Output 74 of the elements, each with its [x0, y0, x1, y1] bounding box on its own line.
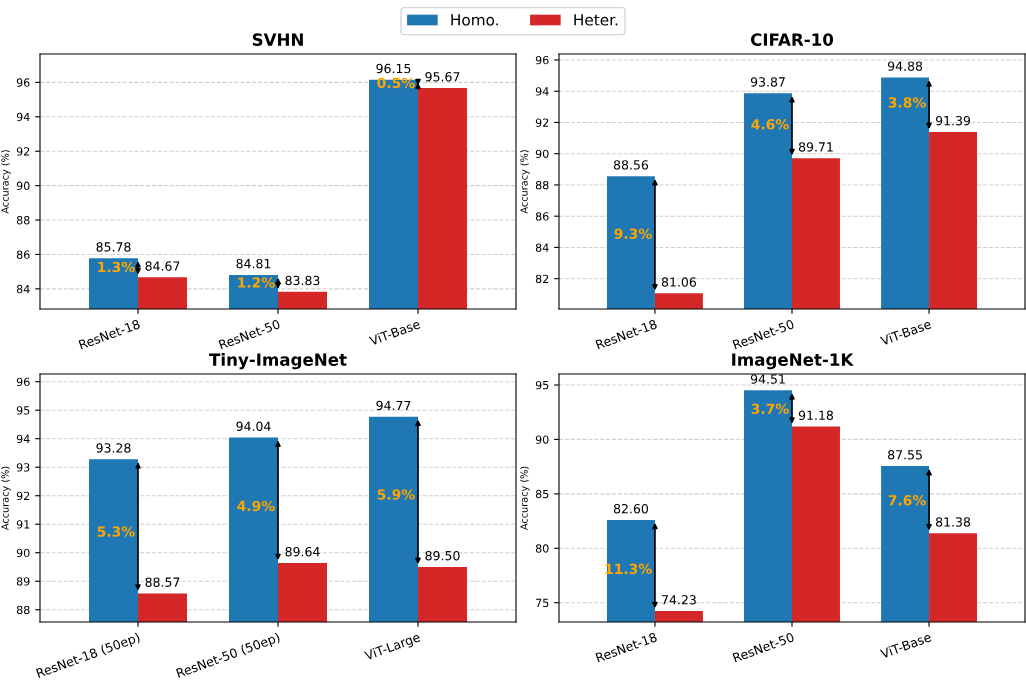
- y-tick-label: 84: [535, 243, 549, 252]
- y-tick-label: 90: [535, 149, 549, 159]
- data-label: 88.57: [145, 577, 180, 587]
- data-label: 94.88: [887, 61, 923, 71]
- data-label: 93.87: [750, 77, 785, 87]
- data-label: 93.28: [96, 443, 131, 453]
- data-label: 82.60: [613, 503, 649, 514]
- y-tick-label: 86: [535, 212, 549, 221]
- data-label: 89.71: [798, 142, 833, 152]
- data-label: 89.64: [285, 546, 320, 557]
- annotation: 1.3%: [98, 261, 135, 273]
- annotation: 4.9%: [237, 500, 275, 512]
- chart-title: Tiny-ImageNet: [209, 353, 347, 370]
- data-label: 94.51: [750, 374, 785, 384]
- data-label: 95.67: [425, 72, 460, 82]
- y-tick-label: 91: [16, 520, 30, 529]
- data-label: 89.50: [425, 550, 460, 561]
- annotation: 3.8%: [888, 97, 926, 108]
- annotation: 3.7%: [751, 403, 789, 415]
- data-label: 74.23: [662, 595, 696, 605]
- y-tick-label: 88: [535, 180, 549, 190]
- data-label: 91.18: [798, 410, 834, 420]
- y-axis-title: Accuracy (%): [520, 466, 530, 531]
- data-label: 91.39: [935, 115, 971, 126]
- y-tick-label: 85: [535, 489, 549, 499]
- annotation: 7.6%: [888, 495, 926, 506]
- y-axis-title: Accuracy (%): [1, 150, 11, 214]
- legend-label: Homo.: [451, 14, 498, 26]
- y-tick-label: 96: [16, 377, 30, 387]
- y-tick-label: 92: [535, 118, 549, 127]
- y-tick-label: 92: [16, 491, 30, 501]
- annotation: 0.5%: [377, 77, 415, 89]
- data-label: 83.83: [285, 275, 320, 286]
- data-label: 84.67: [145, 261, 180, 271]
- y-tick-label: 96: [535, 55, 549, 65]
- y-tick-label: 89: [16, 577, 30, 586]
- y-tick-label: 84: [16, 284, 30, 294]
- y-tick-label: 86: [16, 250, 30, 259]
- annotation: 1.2%: [238, 277, 275, 288]
- annotation: 4.6%: [751, 119, 789, 130]
- chart-title: SVHN: [252, 33, 303, 46]
- chart-title: ImageNet-1K: [732, 353, 854, 370]
- data-label: 84.81: [236, 258, 271, 269]
- annotation: 5.3%: [97, 526, 135, 537]
- y-tick-label: 80: [535, 544, 549, 553]
- y-tick-label: 88: [16, 216, 30, 225]
- data-label: 81.06: [661, 277, 697, 287]
- y-axis-title: Accuracy (%): [1, 466, 11, 531]
- y-tick-label: 88: [16, 605, 30, 615]
- annotation: 5.9%: [377, 489, 415, 500]
- y-tick-label: 94: [16, 434, 30, 444]
- y-axis-title: Accuracy (%): [520, 150, 530, 214]
- legend-label: Heter.: [574, 14, 618, 26]
- y-tick-label: 93: [16, 463, 30, 472]
- y-tick-label: 82: [535, 274, 549, 284]
- y-tick-label: 90: [16, 181, 30, 191]
- y-tick-label: 94: [16, 112, 30, 122]
- data-label: 88.56: [613, 160, 649, 170]
- data-label: 96.15: [376, 63, 411, 74]
- data-label: 85.78: [96, 242, 131, 252]
- data-label: 81.38: [936, 517, 971, 527]
- data-label: 94.04: [236, 421, 271, 431]
- annotation: 9.3%: [614, 228, 652, 239]
- y-tick-label: 90: [535, 435, 549, 444]
- y-tick-label: 92: [16, 147, 30, 156]
- y-tick-label: 75: [536, 598, 549, 608]
- y-tick-label: 94: [535, 87, 549, 96]
- y-tick-label: 96: [16, 78, 30, 87]
- chart-title: CIFAR-10: [750, 33, 834, 46]
- data-label: 94.77: [376, 400, 411, 411]
- y-tick-label: 90: [16, 548, 30, 558]
- y-tick-label: 95: [16, 406, 30, 415]
- data-label: 87.55: [888, 450, 922, 460]
- y-tick-label: 95: [535, 380, 549, 390]
